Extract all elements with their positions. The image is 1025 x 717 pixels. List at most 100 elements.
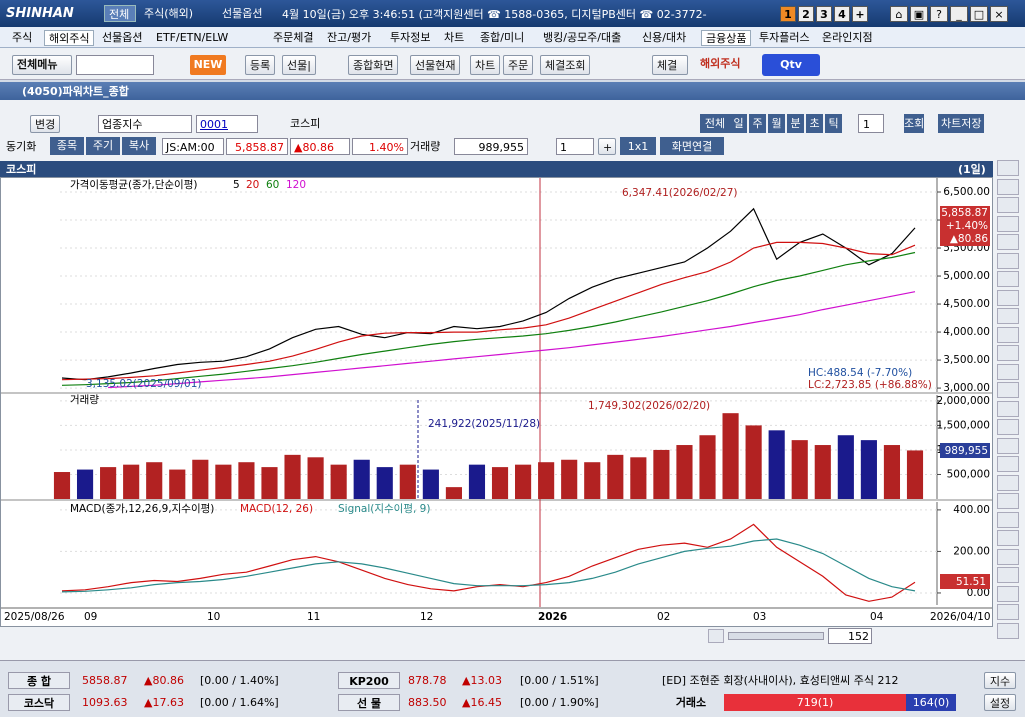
drawing-tool[interactable] xyxy=(997,419,1019,435)
count-select[interactable]: 1 xyxy=(556,138,594,155)
series-line xyxy=(61,538,916,593)
window-button[interactable]: ▣ xyxy=(910,6,928,22)
menu-item[interactable]: 투자정보 xyxy=(390,31,431,44)
code-input[interactable] xyxy=(76,55,154,75)
drawing-tool[interactable] xyxy=(997,474,1019,491)
window-button[interactable]: ? xyxy=(930,6,948,22)
drawing-tool[interactable] xyxy=(997,308,1019,324)
fill-button[interactable]: 체결 xyxy=(652,55,688,75)
drawing-tool[interactable] xyxy=(997,382,1019,398)
drawing-tool[interactable] xyxy=(997,548,1019,565)
menu-item[interactable]: 해외주식 xyxy=(44,30,94,46)
x-tick-label: 03 xyxy=(753,611,766,623)
drawing-tool[interactable] xyxy=(997,326,1019,343)
window-button[interactable]: ⌂ xyxy=(890,6,908,22)
save-button[interactable]: 차트저장 xyxy=(938,114,985,133)
volume-bar xyxy=(307,457,324,499)
scroll-track[interactable] xyxy=(728,632,824,640)
number-button[interactable]: 3 xyxy=(816,6,832,22)
window-button[interactable]: _ xyxy=(950,6,968,22)
layout-button[interactable]: 1x1 xyxy=(620,137,656,155)
number-button[interactable]: 2 xyxy=(798,6,814,22)
menu-item[interactable]: 뱅킹/공모주/대출 xyxy=(543,31,622,44)
toolbar-button[interactable]: 종합화면 xyxy=(348,55,399,75)
menu-item[interactable]: 잔고/평가 xyxy=(327,31,372,44)
volume-bar xyxy=(445,487,462,499)
drawing-tool[interactable] xyxy=(997,252,1019,269)
number-button[interactable]: 4 xyxy=(834,6,850,22)
tab[interactable]: 주식(해외) xyxy=(144,7,194,20)
period-button[interactable]: 주 xyxy=(749,114,766,133)
menu-item[interactable]: 금융상품 xyxy=(701,30,751,46)
zoom-count[interactable]: 152 xyxy=(828,628,872,644)
menu-item[interactable]: 차트 xyxy=(444,31,465,44)
menu-item[interactable]: ETF/ETN/ELW xyxy=(156,31,229,44)
period-button[interactable]: 일 xyxy=(730,114,747,133)
status-button[interactable]: 지수 xyxy=(984,672,1016,689)
info-button[interactable]: 주기 xyxy=(86,137,120,155)
chart-name: 코스피 xyxy=(6,163,37,176)
drawing-tool[interactable] xyxy=(997,271,1019,287)
info-button[interactable]: 복사 xyxy=(122,137,156,155)
tv-button[interactable]: Qtv xyxy=(762,54,820,76)
info-button[interactable]: 종목 xyxy=(50,137,84,155)
drawing-tool[interactable] xyxy=(997,345,1019,361)
search-button[interactable]: 조회 xyxy=(904,114,925,133)
drawing-tool[interactable] xyxy=(997,585,1019,602)
menu-item[interactable]: 투자플러스 xyxy=(759,31,810,44)
tab[interactable]: 선물옵션 xyxy=(222,7,263,20)
drawing-tool[interactable] xyxy=(997,456,1019,472)
drawing-tool[interactable] xyxy=(997,178,1019,195)
window-button[interactable]: □ xyxy=(970,6,988,22)
period-button[interactable]: 초 xyxy=(806,114,823,133)
toolbar-button[interactable]: 선물현재 xyxy=(410,55,461,75)
last-value-box xyxy=(940,206,990,246)
change-button[interactable]: 변경 xyxy=(30,115,61,133)
toolbar-button[interactable]: 주문 xyxy=(503,55,534,75)
drawing-tool[interactable] xyxy=(997,604,1019,620)
drawing-tool[interactable] xyxy=(997,511,1019,528)
drawing-tool[interactable] xyxy=(997,530,1019,546)
code-field[interactable]: 0001 xyxy=(196,115,258,133)
link-button[interactable]: 화면연결 xyxy=(660,137,724,155)
window-button[interactable]: × xyxy=(990,6,1008,22)
drawing-tool[interactable] xyxy=(997,234,1019,250)
drawing-tool[interactable] xyxy=(997,363,1019,380)
drawing-tool[interactable] xyxy=(997,289,1019,306)
tab[interactable]: 전체 xyxy=(104,5,136,22)
number-button[interactable]: + xyxy=(852,6,868,22)
overseas-link[interactable]: 해외주식 xyxy=(700,57,741,70)
number-button[interactable]: 1 xyxy=(780,6,796,22)
plus-button[interactable]: + xyxy=(598,138,616,155)
menu-item[interactable]: 온라인지점 xyxy=(822,31,873,44)
period-button[interactable]: 틱 xyxy=(825,114,842,133)
drawing-tool[interactable] xyxy=(997,197,1019,213)
drawing-tool[interactable] xyxy=(997,567,1019,583)
status-button[interactable]: 설정 xyxy=(984,694,1016,711)
drawing-tool[interactable] xyxy=(997,400,1019,417)
menu-item[interactable]: 선물옵션 xyxy=(102,31,143,44)
drawing-tool[interactable] xyxy=(997,215,1019,232)
volume-bar xyxy=(422,469,439,499)
status-price: 5858.87 xyxy=(82,674,128,687)
menu-item[interactable]: 주문체결 xyxy=(273,31,314,44)
menu-item[interactable]: 신용/대차 xyxy=(642,31,687,44)
period-button[interactable]: 월 xyxy=(768,114,785,133)
count-field[interactable]: 1 xyxy=(858,114,884,133)
drawing-tool[interactable] xyxy=(997,622,1019,639)
toolbar-button[interactable]: 선물| xyxy=(282,55,316,75)
period-button[interactable]: 분 xyxy=(787,114,804,133)
drawing-tool[interactable] xyxy=(997,493,1019,509)
scroll-left[interactable] xyxy=(708,629,724,643)
new-badge[interactable]: NEW xyxy=(190,55,226,75)
period-button[interactable]: 전체 xyxy=(700,114,730,133)
toolbar-button[interactable]: 등록 xyxy=(245,55,276,75)
drawing-tool[interactable] xyxy=(997,160,1019,176)
drawing-tool[interactable] xyxy=(997,437,1019,454)
toolbar-button[interactable]: 체결조회 xyxy=(540,55,591,75)
market-select[interactable]: 업종지수 xyxy=(98,115,192,133)
menu-item[interactable]: 주식 xyxy=(12,31,33,44)
toolbar-button[interactable]: 차트 xyxy=(470,55,501,75)
menu-button btn[interactable]: 전체메뉴 xyxy=(12,55,72,75)
menu-item[interactable]: 종합/미니 xyxy=(480,31,525,44)
